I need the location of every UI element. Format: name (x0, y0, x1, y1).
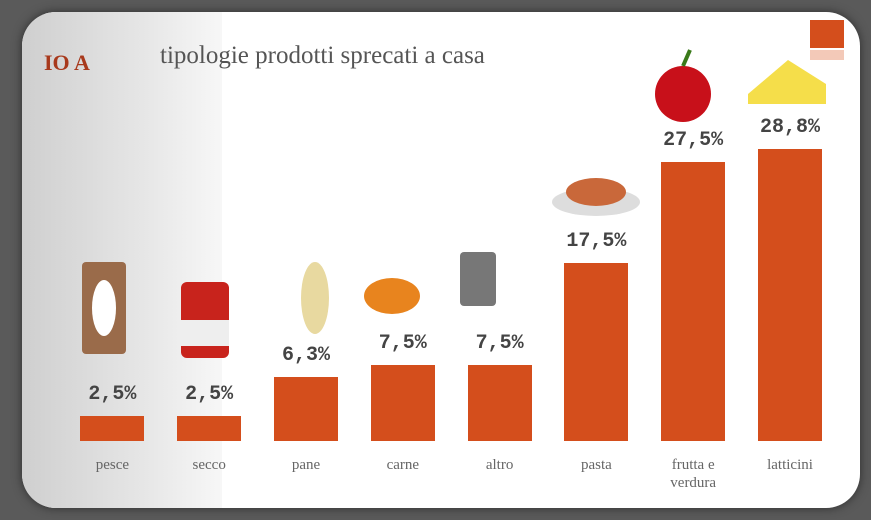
value-label: 27,5% (663, 128, 724, 152)
pasta-icon (552, 178, 640, 216)
value-label: 6,3% (281, 344, 330, 368)
bar (564, 263, 629, 441)
can-label (181, 320, 229, 346)
bar (370, 364, 435, 441)
bar (80, 415, 145, 441)
bread-icon (301, 262, 329, 334)
bar (177, 415, 242, 441)
logo-band (810, 50, 844, 60)
chicken (364, 278, 420, 314)
value-label: 2,5% (88, 382, 137, 406)
bar (274, 377, 338, 441)
section-label: IO A (44, 50, 90, 75)
logo-box (810, 20, 844, 48)
value-label: 7,5% (378, 331, 427, 355)
x-tick-label: pesce (95, 457, 130, 473)
x-tick-label: pasta (580, 457, 612, 473)
cheese (748, 60, 826, 104)
apple (655, 66, 711, 122)
bin-icon (460, 252, 496, 306)
bar (467, 364, 532, 441)
stem (681, 49, 692, 67)
x-tick-label: altro (485, 457, 514, 473)
fish-icon (82, 262, 126, 354)
bin (460, 252, 496, 306)
x-tick-label: pane (291, 457, 321, 473)
plot-area: 2,5% pesce 2,5% secco 6,3% pane 7,5% carne 7,5% a… (22, 12, 860, 508)
chart-title: tipologie prodotti sprecati a casa (160, 42, 485, 69)
x-tick-label: carne (386, 457, 420, 473)
pasta (566, 178, 626, 206)
bar (661, 161, 726, 441)
x-tick-label: frutta e verdura (670, 457, 717, 491)
slide-panel: IO A tipologie prodotti sprecati a casa (22, 12, 860, 508)
value-label: 2,5% (185, 382, 234, 406)
apple-icon (655, 49, 711, 122)
can-icon (181, 282, 229, 358)
x-tick-label: secco (192, 457, 226, 473)
value-label: 7,5% (475, 331, 524, 355)
fish (92, 280, 116, 336)
chicken-icon (364, 278, 420, 314)
x-tick-label: latticini (767, 457, 813, 473)
value-label: 28,8% (759, 115, 820, 139)
logo (810, 20, 844, 60)
bar (758, 148, 822, 441)
bread (301, 262, 329, 334)
cheese-icon (748, 60, 826, 104)
value-label: 17,5% (566, 230, 627, 254)
